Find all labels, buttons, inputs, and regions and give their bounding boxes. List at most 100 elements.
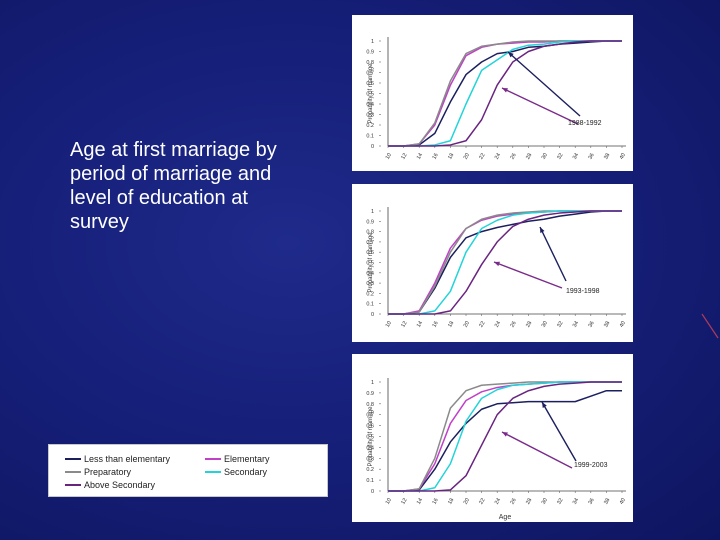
x-tick-label: 40 bbox=[619, 320, 627, 328]
x-tick-label: 24 bbox=[494, 497, 502, 505]
y-tick-label: 1 bbox=[371, 380, 374, 386]
y-tick-label: 0.3 bbox=[366, 281, 374, 287]
x-tick-label: 28 bbox=[525, 152, 533, 160]
x-tick-label: 32 bbox=[556, 497, 564, 505]
y-tick-label: 0.7 bbox=[366, 71, 374, 77]
y-tick-label: 1 bbox=[371, 209, 374, 215]
legend-item-elementary: Elementary bbox=[205, 454, 270, 464]
chart-panel-3: 0 0.1 0.2 0.3 0.4 0.5 0.6 0.7 0.8 0.9 1 10 12 14 16 18 2… bbox=[352, 354, 633, 522]
legend-swatch bbox=[205, 471, 221, 473]
y-tick-label: 0.6 bbox=[366, 424, 374, 430]
y-tick-label: 0 bbox=[371, 312, 374, 318]
chart-panel-1: 0 0.1 0.2 0.3 0.4 0.5 0.6 0.7 0.8 0.9 1 10 12 14 16 18 2… bbox=[352, 15, 633, 171]
y-tick-label: 0.4 bbox=[366, 271, 374, 277]
series-line-secondary bbox=[388, 40, 622, 147]
period-label: 1993-1998 bbox=[566, 288, 600, 295]
series-line-above-secondary bbox=[388, 40, 622, 147]
y-tick-label: 0.7 bbox=[366, 240, 374, 246]
y-tick-label: 0.9 bbox=[366, 219, 374, 225]
legend-swatch bbox=[205, 458, 221, 460]
x-tick-label: 26 bbox=[510, 152, 518, 160]
y-tick-label: 0.4 bbox=[366, 445, 374, 451]
x-tick-label: 14 bbox=[416, 152, 424, 160]
slide-caption: Age at first marriage by period of marri… bbox=[70, 139, 277, 233]
x-tick-label: 36 bbox=[588, 152, 596, 160]
x-tick-label: 22 bbox=[478, 152, 486, 160]
chart-panel-2: 0 0.1 0.2 0.3 0.4 0.5 0.6 0.7 0.8 0.9 1 10 12 14 16 18 2… bbox=[352, 184, 633, 342]
x-tick-label: 24 bbox=[494, 152, 502, 160]
x-tick-label: 14 bbox=[416, 320, 424, 328]
legend-label: Elementary bbox=[224, 454, 270, 464]
annotation-arrowhead bbox=[494, 261, 500, 267]
x-tick-label: 26 bbox=[510, 497, 518, 505]
annotation-arrow bbox=[507, 51, 581, 117]
x-tick-label: 22 bbox=[478, 497, 486, 505]
x-tick-label: 18 bbox=[447, 497, 455, 505]
decorative-slash-line bbox=[701, 313, 719, 339]
legend-item-preparatory: Preparatory bbox=[65, 467, 131, 477]
legend-label: Preparatory bbox=[84, 467, 132, 477]
y-axis-label: Probability of marriage bbox=[368, 406, 374, 467]
x-tick-label: 30 bbox=[541, 497, 549, 505]
y-tick-label: 0.1 bbox=[366, 134, 374, 140]
y-tick-label: 0.8 bbox=[366, 402, 374, 408]
chart-3: 0 0.1 0.2 0.3 0.4 0.5 0.6 0.7 0.8 0.9 1 10 12 14 16 18 2… bbox=[366, 378, 627, 521]
x-tick-label: 34 bbox=[572, 497, 580, 505]
annotation-arrow bbox=[493, 261, 563, 289]
x-tick-label: 16 bbox=[432, 320, 440, 328]
annotation-arrow bbox=[501, 431, 573, 469]
y-tick-label: 0.5 bbox=[366, 435, 374, 441]
x-tick-label: 36 bbox=[588, 497, 596, 505]
legend: Less than elementary Elementary Preparat… bbox=[48, 444, 328, 497]
x-tick-label: 20 bbox=[463, 497, 471, 505]
series-line-secondary bbox=[388, 381, 622, 492]
x-tick-label: 30 bbox=[541, 320, 549, 328]
y-tick-label: 0.1 bbox=[366, 478, 374, 484]
legend-item-secondary: Secondary bbox=[205, 467, 267, 477]
y-tick-label: 0.3 bbox=[366, 456, 374, 462]
y-tick-label: 0.2 bbox=[366, 123, 374, 129]
annotation-arrowhead bbox=[502, 88, 508, 93]
x-tick-label: 10 bbox=[385, 152, 393, 160]
x-tick-label: 24 bbox=[494, 320, 502, 328]
x-tick-label: 40 bbox=[619, 152, 627, 160]
x-tick-label: 18 bbox=[447, 320, 455, 328]
x-tick-label: 12 bbox=[400, 497, 408, 505]
chart-2: 0 0.1 0.2 0.3 0.4 0.5 0.6 0.7 0.8 0.9 1 10 12 14 16 18 2… bbox=[366, 207, 627, 329]
y-tick-label: 0.7 bbox=[366, 413, 374, 419]
x-tick-label: 34 bbox=[572, 152, 580, 160]
x-tick-label: 16 bbox=[432, 152, 440, 160]
x-axis-label: Age bbox=[499, 514, 512, 521]
y-tick-label: 0.4 bbox=[366, 102, 374, 108]
x-tick-label: 38 bbox=[603, 152, 611, 160]
y-tick-label: 0.1 bbox=[366, 302, 374, 308]
y-tick-label: 0.5 bbox=[366, 261, 374, 267]
period-label: 1988-1992 bbox=[568, 120, 602, 127]
legend-label: Above Secondary bbox=[84, 480, 156, 490]
y-tick-label: 0.8 bbox=[366, 230, 374, 236]
x-tick-label: 32 bbox=[556, 320, 564, 328]
series-line-preparatory bbox=[388, 381, 622, 492]
x-tick-label: 14 bbox=[416, 497, 424, 505]
legend-swatch bbox=[65, 484, 81, 486]
y-tick-label: 0.8 bbox=[366, 60, 374, 66]
annotation-arrowhead bbox=[508, 52, 514, 58]
series-line-less-than-elementary bbox=[388, 389, 622, 492]
x-tick-label: 40 bbox=[619, 497, 627, 505]
x-tick-label: 12 bbox=[400, 320, 408, 328]
y-tick-label: 0.9 bbox=[366, 50, 374, 56]
x-tick-label: 22 bbox=[478, 320, 486, 328]
y-tick-label: 0.6 bbox=[366, 81, 374, 87]
annotation-arrowhead bbox=[502, 432, 508, 437]
series-line-elementary bbox=[388, 40, 622, 147]
x-tick-label: 38 bbox=[603, 320, 611, 328]
y-axis-label: Propability of marriage bbox=[368, 63, 374, 124]
annotation-arrowhead bbox=[540, 227, 545, 233]
x-tick-label: 20 bbox=[463, 320, 471, 328]
y-tick-label: 0.9 bbox=[366, 391, 374, 397]
y-tick-label: 0 bbox=[371, 144, 374, 150]
y-axis-label: Propability of marriage bbox=[368, 232, 374, 293]
series-line-above-secondary bbox=[388, 210, 622, 315]
x-tick-label: 10 bbox=[385, 320, 393, 328]
x-tick-label: 26 bbox=[510, 320, 518, 328]
